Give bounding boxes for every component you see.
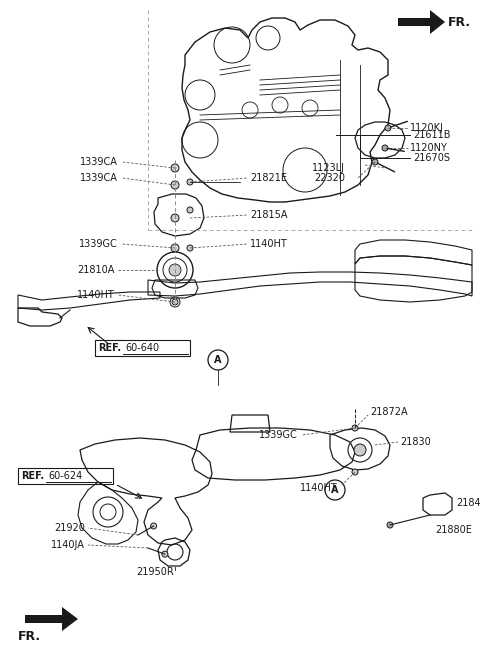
Circle shape — [169, 264, 181, 276]
Text: 21841C: 21841C — [456, 498, 480, 508]
Text: 21821E: 21821E — [250, 173, 287, 183]
Polygon shape — [25, 607, 78, 631]
Circle shape — [352, 469, 358, 475]
Text: 22320: 22320 — [314, 173, 345, 183]
Text: FR.: FR. — [18, 631, 41, 643]
Circle shape — [385, 125, 391, 131]
Text: 21815A: 21815A — [250, 210, 288, 220]
Text: 1339GC: 1339GC — [259, 430, 298, 440]
Circle shape — [172, 299, 178, 305]
Text: REF.: REF. — [21, 471, 44, 481]
Text: A: A — [214, 355, 222, 365]
Circle shape — [372, 159, 378, 165]
Bar — [18, 468, 113, 484]
Text: A: A — [331, 485, 339, 495]
Circle shape — [354, 444, 366, 456]
Text: 21670S: 21670S — [413, 153, 450, 163]
Circle shape — [187, 179, 193, 185]
Text: 21950R: 21950R — [136, 567, 174, 577]
Circle shape — [352, 425, 358, 431]
Text: 21810A: 21810A — [78, 265, 115, 275]
Text: 21611B: 21611B — [413, 130, 451, 140]
Text: 60-640: 60-640 — [125, 343, 159, 353]
Text: 1120NY: 1120NY — [410, 143, 448, 153]
Text: 1339CA: 1339CA — [80, 157, 118, 167]
Circle shape — [171, 214, 179, 222]
Circle shape — [162, 551, 168, 557]
Polygon shape — [398, 10, 445, 34]
Text: FR.: FR. — [448, 16, 471, 28]
Circle shape — [171, 164, 179, 172]
Text: 21872A: 21872A — [370, 407, 408, 417]
Circle shape — [171, 244, 179, 252]
Text: 1140JA: 1140JA — [51, 540, 85, 550]
Text: 21880E: 21880E — [435, 525, 472, 535]
Text: REF.: REF. — [98, 343, 121, 353]
Text: 60-624: 60-624 — [48, 471, 82, 481]
Text: 1120KJ: 1120KJ — [410, 123, 444, 133]
Text: 1339GC: 1339GC — [79, 239, 118, 249]
Text: 1123LJ: 1123LJ — [312, 163, 345, 173]
Circle shape — [387, 522, 393, 528]
Text: 1140HT: 1140HT — [77, 290, 115, 300]
Circle shape — [187, 245, 193, 251]
Circle shape — [382, 145, 388, 151]
Text: 21920: 21920 — [54, 523, 85, 533]
Text: 1339CA: 1339CA — [80, 173, 118, 183]
Text: 1140HT: 1140HT — [300, 483, 338, 493]
Text: 21830: 21830 — [400, 437, 431, 447]
Bar — [95, 340, 190, 356]
Text: 1140HT: 1140HT — [250, 239, 288, 249]
Circle shape — [187, 207, 193, 213]
Circle shape — [171, 181, 179, 189]
Circle shape — [151, 523, 156, 529]
